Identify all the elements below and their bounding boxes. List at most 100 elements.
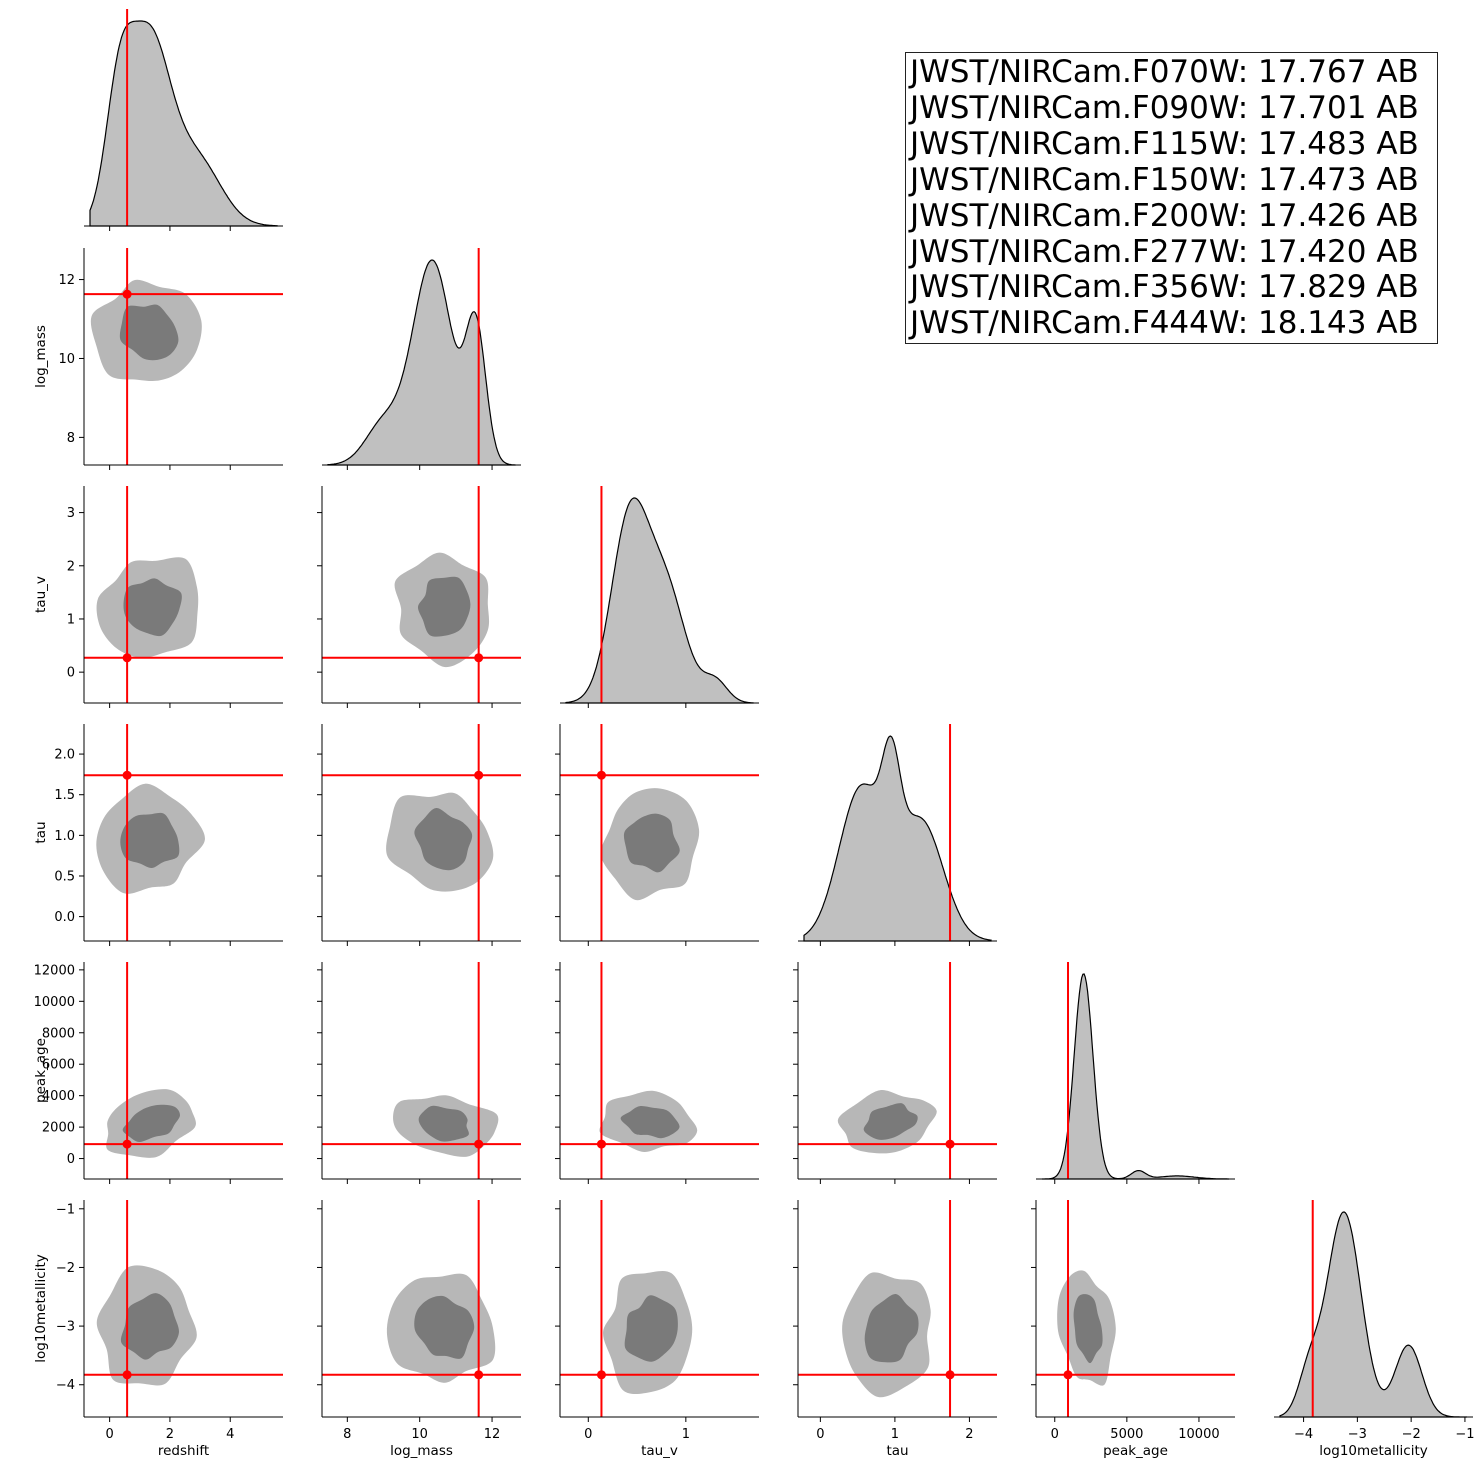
truth-point <box>474 1370 484 1380</box>
truth-point <box>596 1139 606 1149</box>
y-tick-label: 2 <box>67 559 75 574</box>
y-tick-label: −4 <box>56 1378 75 1393</box>
marginal-density-tau <box>803 735 992 942</box>
photometry-legend: JWST/NIRCam.F070W: 17.767 AB JWST/NIRCam… <box>905 52 1438 344</box>
x-tick-label: 8 <box>343 1427 351 1442</box>
contour-panel-redshift-tau_v <box>96 557 199 658</box>
x-tick-label: 1 <box>682 1427 690 1442</box>
x-axis-label: log10metallicity <box>1319 1443 1428 1459</box>
truth-point <box>474 1139 484 1149</box>
y-tick-label: 1 <box>67 612 75 627</box>
x-axis-label: redshift <box>158 1443 209 1459</box>
photometry-line: JWST/NIRCam.F115W: 17.483 AB <box>910 125 1419 162</box>
truth-point <box>945 1139 955 1149</box>
inner-contour <box>418 1105 469 1142</box>
x-tick-label: 2 <box>166 1427 174 1442</box>
contour-panel-redshift-log_mass <box>90 279 202 382</box>
photometry-line: JWST/NIRCam.F150W: 17.473 AB <box>910 161 1419 198</box>
truth-point <box>1063 1370 1073 1380</box>
x-tick-label: −2 <box>1402 1427 1421 1442</box>
marginal-density-redshift <box>89 20 278 227</box>
contour-panel-tau-log10metallicity <box>842 1272 931 1398</box>
truth-point <box>122 1370 132 1380</box>
inner-contour <box>417 576 471 637</box>
y-tick-label: 8 <box>67 431 75 446</box>
contour-panel-tau_v-tau <box>600 788 700 901</box>
photometry-line: JWST/NIRCam.F090W: 17.701 AB <box>910 89 1419 126</box>
y-tick-label: 10000 <box>34 995 75 1010</box>
x-tick-label: 10000 <box>1178 1427 1219 1442</box>
y-tick-label: 0.5 <box>54 869 75 884</box>
truth-point <box>596 770 606 780</box>
y-tick-label: 2000 <box>42 1121 75 1136</box>
x-tick-label: 2 <box>965 1427 973 1442</box>
y-axis-label: peak_age <box>33 1038 49 1103</box>
contour-panel-log_mass-log10metallicity <box>386 1273 496 1383</box>
x-tick-label: 0 <box>816 1427 824 1442</box>
photometry-line: JWST/NIRCam.F356W: 17.829 AB <box>910 269 1419 306</box>
x-tick-label: 4 <box>226 1427 234 1442</box>
truth-point <box>596 1370 606 1380</box>
inner-contour <box>864 1293 919 1363</box>
truth-point <box>122 653 132 663</box>
contour-panel-redshift-peak_age <box>106 1089 196 1158</box>
y-tick-label: −2 <box>56 1261 75 1276</box>
contour-panel-redshift-log10metallicity <box>96 1265 197 1386</box>
x-tick-label: −4 <box>1294 1427 1313 1442</box>
y-tick-label: 8000 <box>42 1026 75 1041</box>
inner-contour <box>123 578 182 637</box>
y-axis-label: tau <box>33 821 49 843</box>
marginal-density-tau_v <box>565 497 754 704</box>
contour-panel-tau_v-log10metallicity <box>603 1271 693 1395</box>
y-tick-label: 2.0 <box>54 748 75 763</box>
inner-contour <box>623 813 680 873</box>
y-axis-label: log_mass <box>33 325 49 388</box>
inner-contour <box>119 304 179 361</box>
y-tick-label: 0.0 <box>54 910 75 925</box>
y-axis-label: log10metallicity <box>33 1254 49 1363</box>
x-axis-label: tau_v <box>641 1443 678 1459</box>
truth-point <box>122 770 132 780</box>
truth-point <box>945 1370 955 1380</box>
photometry-line: JWST/NIRCam.F444W: 18.143 AB <box>910 305 1419 342</box>
x-tick-label: 12 <box>484 1427 501 1442</box>
y-tick-label: 4000 <box>42 1089 75 1104</box>
x-axis-label: log_mass <box>390 1443 453 1459</box>
y-tick-label: 0 <box>67 1152 75 1167</box>
contour-panel-tau-peak_age <box>837 1090 937 1154</box>
truth-point <box>474 770 484 780</box>
x-tick-label: −3 <box>1348 1427 1367 1442</box>
inner-contour <box>1073 1294 1103 1364</box>
contour-panel-tau_v-peak_age <box>599 1090 698 1153</box>
truth-point <box>474 653 484 663</box>
contour-panel-log_mass-tau <box>386 792 494 892</box>
photometry-line: JWST/NIRCam.F200W: 17.426 AB <box>910 197 1419 234</box>
y-tick-label: 6000 <box>42 1058 75 1073</box>
y-tick-label: 12000 <box>34 963 75 978</box>
inner-contour <box>624 1295 678 1362</box>
contour-panel-log_mass-peak_age <box>393 1095 499 1157</box>
inner-contour <box>414 807 473 871</box>
marginal-density-peak_age <box>1042 973 1229 1180</box>
y-tick-label: 12 <box>58 273 75 288</box>
inner-contour <box>620 1106 680 1139</box>
x-axis-label: peak_age <box>1103 1443 1168 1459</box>
y-axis-label: tau_v <box>33 576 49 613</box>
truth-point <box>122 289 132 299</box>
x-tick-label: −1 <box>1455 1427 1474 1442</box>
contour-panel-log_mass-tau_v <box>394 552 490 668</box>
x-tick-label: 5000 <box>1110 1427 1143 1442</box>
y-tick-label: 10 <box>58 352 75 367</box>
x-tick-label: 1 <box>891 1427 899 1442</box>
marginal-density-log_mass <box>327 259 516 466</box>
x-tick-label: 10 <box>411 1427 428 1442</box>
y-tick-label: 0 <box>67 666 75 681</box>
inner-contour <box>120 812 180 869</box>
inner-contour <box>120 1293 179 1360</box>
x-tick-label: 0 <box>1051 1427 1059 1442</box>
x-tick-label: 0 <box>584 1427 592 1442</box>
contour-panel-redshift-tau <box>96 783 205 894</box>
photometry-line: JWST/NIRCam.F070W: 17.767 AB <box>910 54 1419 90</box>
truth-point <box>122 1139 132 1149</box>
inner-contour <box>863 1103 918 1140</box>
